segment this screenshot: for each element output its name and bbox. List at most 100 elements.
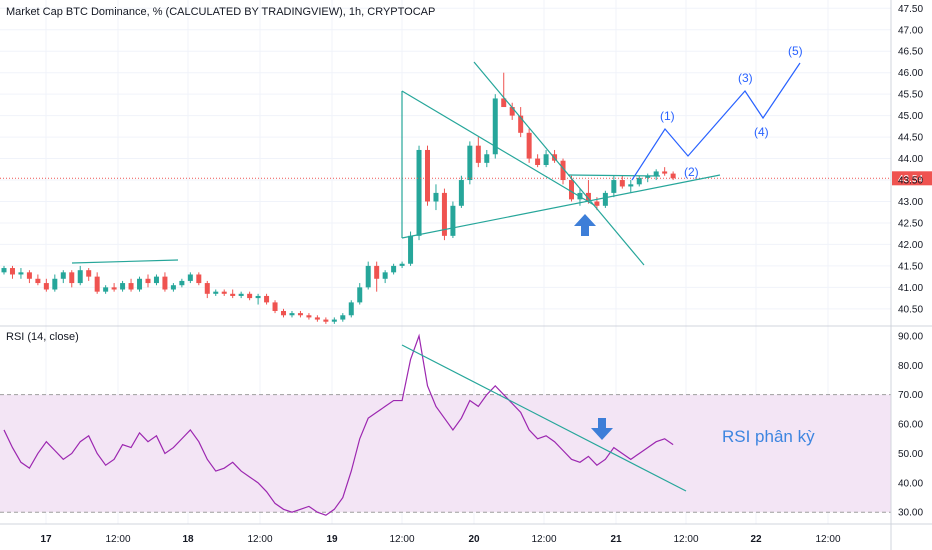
x-tick-label: 20 — [468, 534, 480, 545]
candle-body — [433, 192, 439, 202]
y-tick-label: 45.00 — [898, 111, 923, 122]
candle-body — [382, 272, 388, 279]
x-tick-label: 12:00 — [247, 534, 272, 545]
up-arrow-icon — [574, 214, 596, 236]
triangle-lower-line — [401, 174, 721, 239]
y-tick-label: 46.50 — [898, 47, 923, 58]
candle-body — [518, 115, 524, 133]
candle-body — [103, 287, 109, 292]
rsi-band — [0, 394, 891, 513]
candle-body — [348, 302, 354, 316]
last-price-tag — [892, 171, 932, 186]
candle-body — [314, 317, 320, 320]
candle-body — [221, 291, 227, 294]
x-tick-label: 19 — [326, 534, 338, 545]
candle-body — [247, 293, 253, 299]
candle-body — [425, 149, 430, 202]
candle-body — [560, 160, 566, 181]
candle-body — [162, 276, 168, 290]
candle-body — [179, 280, 185, 286]
descending-trendline — [473, 61, 645, 266]
candle-body — [60, 272, 66, 279]
rsi-y-tick-label: 30.00 — [898, 508, 923, 519]
candle-body — [645, 175, 651, 178]
candle-body — [458, 180, 464, 206]
candle-body — [145, 278, 151, 284]
last-price-label: 43.54 — [898, 174, 923, 185]
y-tick-label: 47.50 — [898, 4, 923, 15]
rsi-series-line — [3, 333, 674, 516]
candle-body — [450, 205, 456, 236]
candle-body — [662, 171, 668, 174]
down-arrow-icon — [591, 418, 613, 440]
candle-body — [69, 272, 75, 284]
candle-body — [602, 192, 608, 206]
candle-body — [281, 310, 287, 316]
x-tick-label: 12:00 — [815, 534, 840, 545]
candle-body — [238, 293, 244, 296]
candle-body — [535, 158, 541, 165]
candle-body — [374, 265, 380, 279]
rsi-y-tick-label: 40.00 — [898, 478, 923, 489]
y-tick-label: 47.00 — [898, 25, 923, 36]
y-tick-label: 43.00 — [898, 197, 923, 208]
x-tick-label: 18 — [182, 534, 194, 545]
x-tick-label: 21 — [610, 534, 622, 545]
candle-body — [619, 180, 625, 187]
candle-body — [484, 154, 490, 163]
candle-body — [137, 278, 143, 290]
candle-body — [297, 313, 303, 316]
y-tick-label: 43.50 — [898, 176, 923, 187]
rsi-title: RSI (14, close) — [6, 331, 79, 343]
candle-body — [670, 173, 676, 179]
y-tick-label: 42.50 — [898, 218, 923, 229]
candle-body — [213, 291, 219, 294]
candle-body — [543, 154, 549, 165]
candle-body — [331, 319, 337, 322]
wave-label: (3) — [738, 71, 753, 85]
candle-body — [128, 283, 134, 290]
candle-body — [111, 287, 117, 290]
candle-body — [86, 270, 92, 277]
candle-body — [467, 145, 473, 181]
rsi-y-tick-label: 70.00 — [898, 390, 923, 401]
x-tick-label: 12:00 — [531, 534, 556, 545]
candle-body — [568, 180, 574, 200]
candle-body — [196, 274, 202, 284]
candle-body — [340, 315, 346, 320]
candle-body — [391, 265, 397, 273]
candle-body — [636, 177, 642, 185]
candle-body — [120, 283, 126, 290]
y-tick-label: 42.00 — [898, 240, 923, 251]
candle-body — [501, 98, 507, 108]
candle-body — [9, 268, 15, 275]
y-tick-label: 46.00 — [898, 68, 923, 79]
candle-body — [77, 270, 83, 284]
trendline-left — [71, 259, 179, 264]
candle-body — [492, 98, 498, 155]
y-tick-label: 41.00 — [898, 283, 923, 294]
candle-body — [289, 313, 295, 316]
rsi-trendline — [401, 344, 687, 492]
candle-body — [585, 192, 591, 202]
x-tick-label: 12:00 — [673, 534, 698, 545]
candle-body — [35, 278, 41, 284]
candle-body — [187, 274, 193, 281]
candle-body — [365, 265, 371, 288]
candles — [1, 72, 676, 324]
rsi-y-tick-label: 50.00 — [898, 449, 923, 460]
candle-body — [323, 319, 329, 322]
y-tick-label: 44.50 — [898, 133, 923, 144]
y-tick-label: 44.00 — [898, 154, 923, 165]
wave-projection — [631, 62, 801, 181]
candle-body — [441, 192, 447, 236]
y-tick-label: 45.50 — [898, 90, 923, 101]
x-tick-label: 12:00 — [105, 534, 130, 545]
candle-body — [204, 283, 210, 294]
x-tick-label: 17 — [40, 534, 52, 545]
candle-body — [611, 180, 617, 193]
candle-body — [43, 283, 49, 290]
candle-body — [509, 107, 515, 116]
x-tick-label: 22 — [750, 534, 762, 545]
